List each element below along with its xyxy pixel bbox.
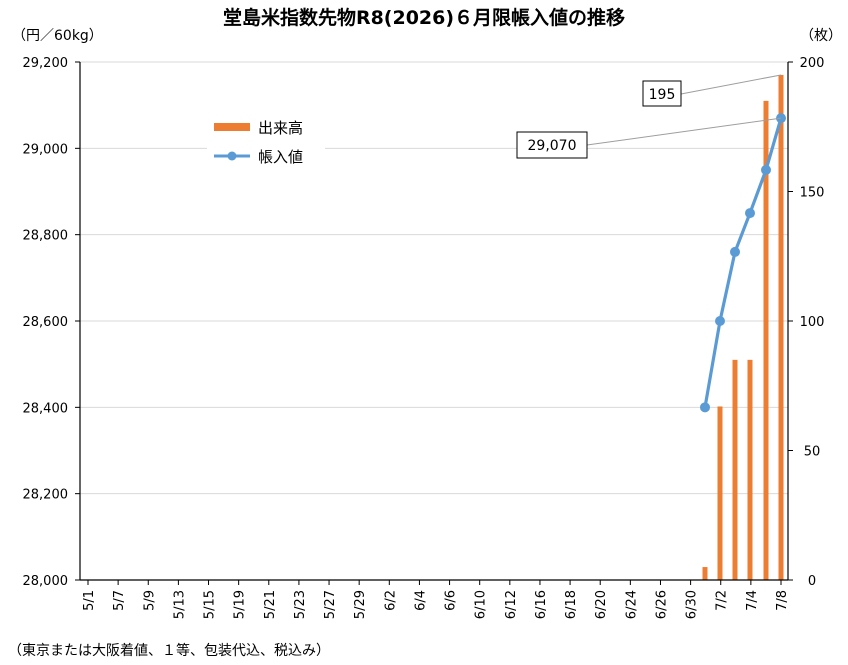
callout-volume-leader — [680, 74, 782, 95]
callout-volume-text: 195 — [649, 87, 676, 103]
legend-marker-price — [227, 151, 237, 161]
right-tick-label: 150 — [800, 186, 825, 201]
x-tick-label: 5/27 — [323, 590, 338, 619]
x-tick-label: 6/10 — [474, 590, 489, 619]
x-tick-label: 5/7 — [112, 590, 127, 611]
right-axis-ticks: 0 50 100 150 200 — [788, 56, 824, 589]
x-tick-label: 6/16 — [534, 590, 549, 619]
legend-swatch-volume — [214, 123, 250, 131]
x-tick-label: 5/13 — [172, 590, 187, 619]
left-tick-label: 28,400 — [23, 401, 69, 416]
volume-bar — [747, 359, 753, 580]
volume-bar — [702, 567, 708, 580]
x-axis-ticks: 5/1 5/7 5/9 5/13 5/15 5/19 5/21 5/23 5/27 5/29 6/2… — [82, 580, 790, 619]
x-tick-label: 5/1 — [82, 590, 97, 611]
footnote: （東京または大阪着値、１等、包装代込、税込み） — [8, 642, 330, 659]
x-tick-label: 6/20 — [594, 590, 609, 619]
x-tick-label: 6/30 — [685, 590, 700, 619]
settlement-point — [700, 402, 710, 413]
callout-volume-box — [642, 80, 682, 107]
settlement-line-path — [703, 117, 783, 408]
legend-label-price: 帳入値 — [258, 148, 303, 166]
left-axis-unit: （円／60kg） — [12, 28, 103, 44]
legend: 出来高 帳入値 — [207, 110, 325, 172]
gridlines — [80, 61, 788, 581]
x-tick-label: 6/4 — [413, 590, 428, 611]
callout-price-box — [516, 131, 588, 159]
right-tick-label: 50 — [804, 445, 821, 460]
x-tick-label: 5/29 — [353, 590, 368, 619]
x-tick-label: 6/24 — [624, 590, 639, 619]
x-tick-label: 6/2 — [383, 590, 398, 611]
left-tick-label: 29,200 — [23, 56, 69, 71]
x-tick-label: 7/4 — [745, 590, 760, 611]
left-tick-label: 29,000 — [23, 142, 69, 157]
x-tick-label: 5/9 — [142, 590, 157, 611]
callout-price-leader — [586, 117, 782, 146]
right-tick-label: 0 — [808, 574, 816, 589]
settlement-point — [761, 164, 771, 175]
callout-price: 29,070 — [516, 117, 782, 159]
settlement-point — [730, 246, 740, 257]
x-tick-label: 5/15 — [203, 590, 218, 619]
volume-bar — [732, 359, 738, 580]
settlement-point — [715, 316, 725, 326]
left-axis-ticks: 28,000 28,200 28,400 28,600 28,800 29,000 29,2… — [23, 56, 80, 589]
settlement-line — [700, 113, 786, 413]
callout-volume: 195 — [642, 74, 782, 107]
volume-bar — [717, 406, 723, 580]
x-tick-label: 7/2 — [715, 590, 730, 611]
right-tick-label: 100 — [800, 315, 825, 330]
right-tick-label: 200 — [800, 56, 825, 71]
legend-frame — [207, 110, 325, 172]
left-tick-label: 28,000 — [23, 574, 69, 589]
x-tick-label: 7/8 — [775, 590, 790, 611]
left-tick-label: 28,800 — [23, 229, 69, 244]
x-tick-label: 6/18 — [564, 590, 579, 619]
volume-bar — [778, 74, 784, 580]
left-tick-label: 28,600 — [23, 315, 69, 330]
left-tick-label: 28,200 — [23, 488, 69, 503]
chart-title: 堂島米指数先物R8(2026)６月限帳入値の推移 — [223, 6, 625, 29]
volume-bars — [702, 74, 784, 580]
axes — [79, 62, 789, 581]
x-tick-label: 5/19 — [233, 590, 248, 619]
x-tick-label: 5/23 — [293, 590, 308, 619]
x-tick-label: 6/6 — [444, 590, 459, 611]
settlement-point — [745, 208, 755, 219]
right-axis-unit: （枚） — [800, 28, 842, 44]
callout-price-text: 29,070 — [528, 138, 577, 154]
legend-label-volume: 出来高 — [258, 119, 303, 137]
x-tick-label: 6/12 — [504, 590, 519, 619]
x-tick-label: 5/21 — [263, 590, 278, 619]
x-tick-label: 6/26 — [654, 590, 669, 619]
volume-bar — [763, 100, 769, 580]
